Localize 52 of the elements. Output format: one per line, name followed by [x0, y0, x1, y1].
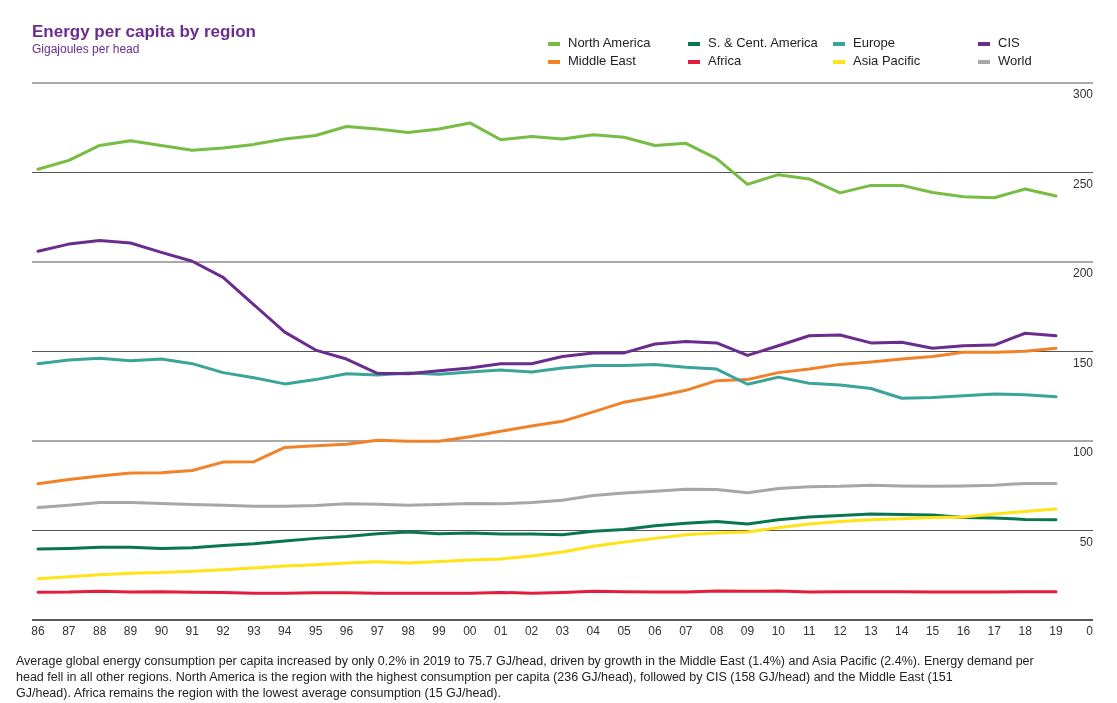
- legend-label: Europe: [853, 35, 895, 50]
- y-tick-label: 250: [1072, 176, 1094, 191]
- x-tick-label: 08: [709, 624, 724, 638]
- legend-label: World: [998, 53, 1032, 68]
- legend-label: Asia Pacific: [853, 53, 921, 68]
- chart-title: Energy per capita by region: [32, 22, 256, 41]
- x-tick-label: 03: [555, 624, 570, 638]
- x-tick-label: 96: [339, 624, 354, 638]
- x-tick-label: 12: [833, 624, 848, 638]
- x-tick-label: 93: [247, 624, 261, 638]
- x-tick-label: 04: [586, 624, 601, 638]
- legend-label: North America: [568, 35, 652, 50]
- y-tick-label: 300: [1072, 87, 1094, 101]
- x-tick-label: 06: [648, 624, 662, 638]
- x-tick-label: 92: [216, 624, 231, 638]
- x-tick-label: 07: [679, 624, 693, 638]
- chart-subtitle: Gigajoules per head: [32, 42, 140, 56]
- x-tick-label: 01: [494, 624, 508, 638]
- x-tick-label: 16: [956, 624, 971, 638]
- x-tick-label: 99: [432, 624, 447, 638]
- x-tick-label: 86: [31, 624, 45, 638]
- x-tick-label: 14: [895, 624, 909, 638]
- legend-label: S. & Cent. America: [708, 35, 819, 50]
- y-tick-label: 0: [1086, 624, 1094, 638]
- legend-label: CIS: [998, 35, 1020, 50]
- legend-label: Middle East: [568, 53, 637, 68]
- x-tick-label: 98: [401, 624, 416, 638]
- x-tick-label: 18: [1018, 624, 1033, 638]
- x-tick-label: 87: [62, 624, 76, 638]
- x-tick-label: 17: [987, 624, 1002, 638]
- legend-label: Africa: [708, 53, 742, 68]
- x-tick-label: 11: [802, 624, 816, 638]
- y-tick-label: 150: [1072, 355, 1094, 370]
- x-tick-label: 10: [771, 624, 786, 638]
- x-tick-label: 95: [308, 624, 323, 638]
- x-tick-label: 90: [154, 624, 169, 638]
- x-tick-label: 88: [93, 624, 107, 638]
- x-tick-label: 91: [185, 624, 200, 638]
- x-tick-label: 09: [740, 624, 755, 638]
- x-tick-label: 19: [1049, 624, 1063, 638]
- x-tick-label: 00: [463, 624, 477, 638]
- y-tick-label: 50: [1079, 534, 1094, 549]
- x-tick-label: 89: [123, 624, 138, 638]
- x-tick-label: 94: [278, 624, 292, 638]
- x-tick-label: 02: [524, 624, 539, 638]
- x-tick-label: 05: [617, 624, 632, 638]
- x-tick-label: 97: [370, 624, 385, 638]
- y-tick-label: 100: [1072, 445, 1094, 459]
- y-tick-label: 200: [1072, 266, 1094, 280]
- text: Average global energy consumption per capita increased by only 0.2% in 2019 to 75.7 GJ/head, driven by growth in the Middle East (1.4%) and Asia Pacific (2.4%). Energy demand per head fell in all other regions. North America is the region with the highest consumption per capita (236 GJ/head), followed by CIS (158 GJ/head) and the Middle East (151 GJ/head). Africa remains the region with the lowest average consumption (15 GJ/head).: [16, 654, 1034, 700]
- x-tick-label: 13: [864, 624, 878, 638]
- x-tick-label: 15: [925, 624, 940, 638]
